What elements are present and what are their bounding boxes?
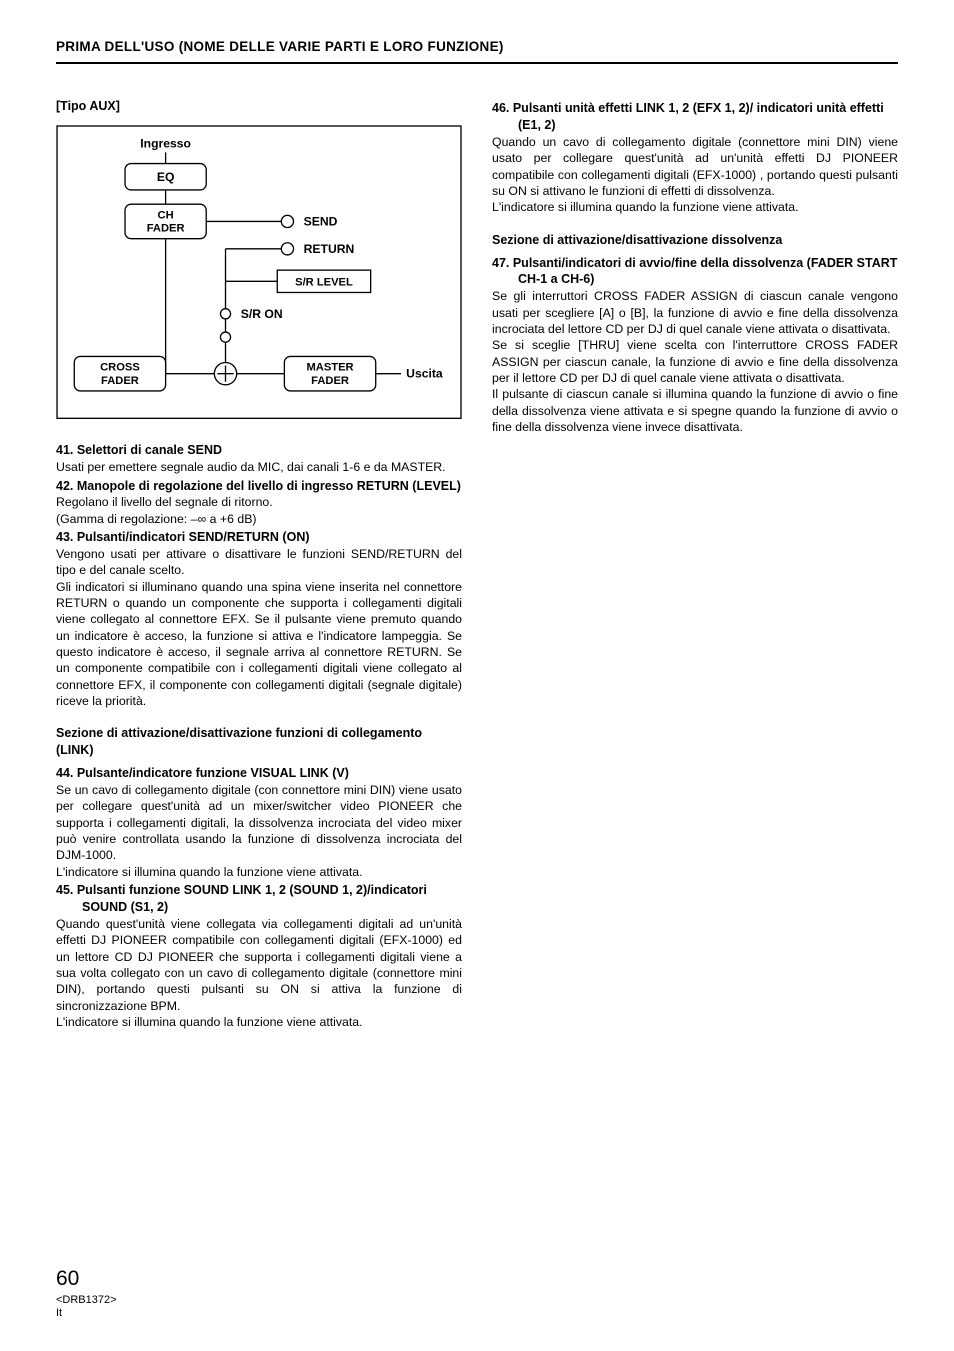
heading-link-section: Sezione di attivazione/disattivazione fu… xyxy=(56,725,462,759)
para-42b: (Gamma di regolazione: –∞ a +6 dB) xyxy=(56,511,462,527)
svg-text:RETURN: RETURN xyxy=(304,242,355,256)
diagram-caption: [Tipo AUX] xyxy=(56,98,462,115)
para-47b: Se si sceglie [THRU] viene scelta con l'… xyxy=(492,337,898,386)
svg-text:SEND: SEND xyxy=(304,215,338,229)
svg-text:S/R LEVEL: S/R LEVEL xyxy=(295,276,353,288)
diagram-svg: Ingresso EQ CH FADER SEND xyxy=(56,125,462,419)
para-44b: L'indicatore si illumina quando la funzi… xyxy=(56,864,462,880)
para-43b: Gli indicatori si illuminano quando una … xyxy=(56,579,462,710)
svg-text:CROSS: CROSS xyxy=(100,362,140,374)
svg-text:S/R ON: S/R ON xyxy=(241,307,283,321)
para-46b: L'indicatore si illumina quando la funzi… xyxy=(492,199,898,215)
header-rule xyxy=(56,62,898,64)
para-41: Usati per emettere segnale audio da MIC,… xyxy=(56,459,462,475)
heading-41: 41. Selettori di canale SEND xyxy=(56,442,462,459)
content-columns: [Tipo AUX] Ingresso EQ CH FADER xyxy=(56,98,898,1030)
signal-flow-diagram: Ingresso EQ CH FADER SEND xyxy=(56,125,462,424)
para-43a: Vengono usati per attivare o disattivare… xyxy=(56,546,462,579)
svg-text:FADER: FADER xyxy=(101,375,139,387)
svg-text:FADER: FADER xyxy=(147,223,185,235)
svg-text:EQ: EQ xyxy=(157,170,175,184)
para-42a: Regolano il livello del segnale di ritor… xyxy=(56,494,462,510)
heading-46: 46. Pulsanti unità effetti LINK 1, 2 (EF… xyxy=(492,100,898,134)
page-number: 60 xyxy=(56,1265,117,1293)
svg-text:CH: CH xyxy=(158,209,174,221)
svg-text:Uscita: Uscita xyxy=(406,367,443,381)
page-lang: It xyxy=(56,1307,117,1321)
heading-dissolve-section: Sezione di attivazione/disattivazione di… xyxy=(492,232,898,249)
page-footer: 60 <DRB1372> It xyxy=(56,1265,117,1321)
heading-43: 43. Pulsanti/indicatori SEND/RETURN (ON) xyxy=(56,529,462,546)
para-46a: Quando un cavo di collegamento digitale … xyxy=(492,134,898,199)
heading-45: 45. Pulsanti funzione SOUND LINK 1, 2 (S… xyxy=(56,882,462,916)
heading-42: 42. Manopole di regolazione del livello … xyxy=(56,478,462,495)
para-45a: Quando quest'unità viene collegata via c… xyxy=(56,916,462,1014)
right-column: 46. Pulsanti unità effetti LINK 1, 2 (EF… xyxy=(492,98,898,1030)
header-title: PRIMA DELL'USO (NOME DELLE VARIE PARTI E… xyxy=(56,38,898,56)
page-header: PRIMA DELL'USO (NOME DELLE VARIE PARTI E… xyxy=(56,38,898,64)
svg-text:FADER: FADER xyxy=(311,375,349,387)
heading-47: 47. Pulsanti/indicatori di avvio/fine de… xyxy=(492,255,898,289)
para-47c: Il pulsante di ciascun canale si illumin… xyxy=(492,386,898,435)
svg-text:Ingresso: Ingresso xyxy=(140,136,191,150)
heading-44: 44. Pulsante/indicatore funzione VISUAL … xyxy=(56,765,462,782)
para-44a: Se un cavo di collegamento digitale (con… xyxy=(56,782,462,864)
para-45b: L'indicatore si illumina quando la funzi… xyxy=(56,1014,462,1030)
para-47a: Se gli interruttori CROSS FADER ASSIGN d… xyxy=(492,288,898,337)
left-column: [Tipo AUX] Ingresso EQ CH FADER xyxy=(56,98,462,1030)
svg-text:MASTER: MASTER xyxy=(306,362,353,374)
page-code: <DRB1372> xyxy=(56,1294,117,1308)
